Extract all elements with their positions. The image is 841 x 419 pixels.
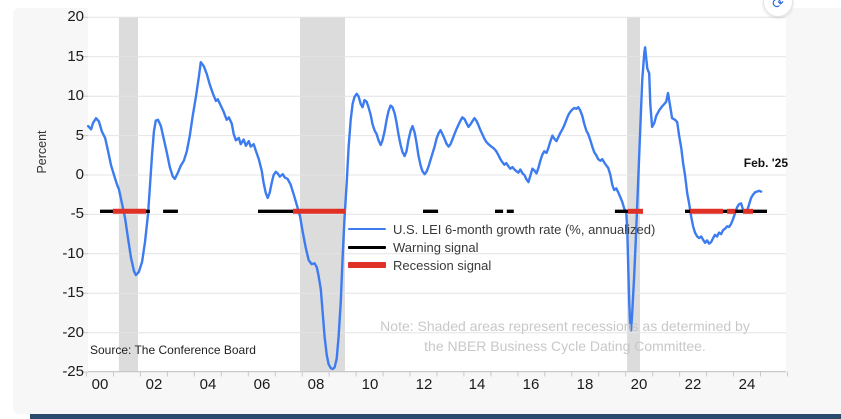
y-tick-label: 10 xyxy=(67,87,84,104)
legend-label: U.S. LEI 6-month growth rate (%, annuali… xyxy=(393,221,656,237)
x-tick-label: 16 xyxy=(522,376,540,393)
y-tick-label: 0 xyxy=(75,166,84,183)
legend: U.S. LEI 6-month growth rate (%, annuali… xyxy=(348,220,655,274)
x-tick-label: 00 xyxy=(91,376,109,393)
y-tick-label: -15 xyxy=(62,284,84,301)
y-tick-label: -20 xyxy=(62,324,84,341)
refresh-icon: ⟳ xyxy=(772,0,784,12)
x-tick-label: 04 xyxy=(199,376,217,393)
x-tick-label: 08 xyxy=(307,376,325,393)
note-line-2: the NBER Business Cycle Dating Committee… xyxy=(424,338,706,354)
x-tick-label: 20 xyxy=(630,376,648,393)
legend-label: Recession signal xyxy=(393,257,492,273)
legend-item-warning: Warning signal xyxy=(348,238,655,256)
y-tick-label: 20 xyxy=(67,8,84,25)
x-tick-label: 22 xyxy=(684,376,702,393)
x-tick-label: 06 xyxy=(253,376,271,393)
x-tick-label: 12 xyxy=(415,376,433,393)
x-tick-label: 02 xyxy=(145,376,163,393)
legend-label: Warning signal xyxy=(393,239,479,255)
recession-band xyxy=(118,17,138,372)
lei-growth-line xyxy=(86,46,763,371)
y-tick-label: -25 xyxy=(62,363,84,380)
y-tick-label: 15 xyxy=(67,48,84,65)
x-tick-label: 24 xyxy=(738,376,756,393)
note-line-1: Note: Shaded areas represent recessions … xyxy=(380,318,750,334)
warning-line-swatch-icon xyxy=(348,245,386,249)
bottom-element-edge xyxy=(30,414,841,419)
recession-line-swatch-icon xyxy=(348,262,386,268)
y-tick-label: 5 xyxy=(75,127,84,144)
x-tick-label: 10 xyxy=(361,376,379,393)
legend-item-lei: U.S. LEI 6-month growth rate (%, annuali… xyxy=(348,220,655,238)
x-tick-label: 18 xyxy=(576,376,594,393)
legend-item-recession: Recession signal xyxy=(348,256,655,274)
note-text: Note: Shaded areas represent recessions … xyxy=(355,316,775,356)
y-tick-label: -10 xyxy=(62,245,84,262)
recession-band xyxy=(627,17,640,372)
latest-point-label: Feb. '25 xyxy=(743,156,788,170)
y-tick-label: -5 xyxy=(70,205,84,222)
x-tick-label: 14 xyxy=(468,376,486,393)
source-text: Source: The Conference Board xyxy=(90,343,256,357)
lei-line-swatch-icon xyxy=(348,227,386,231)
